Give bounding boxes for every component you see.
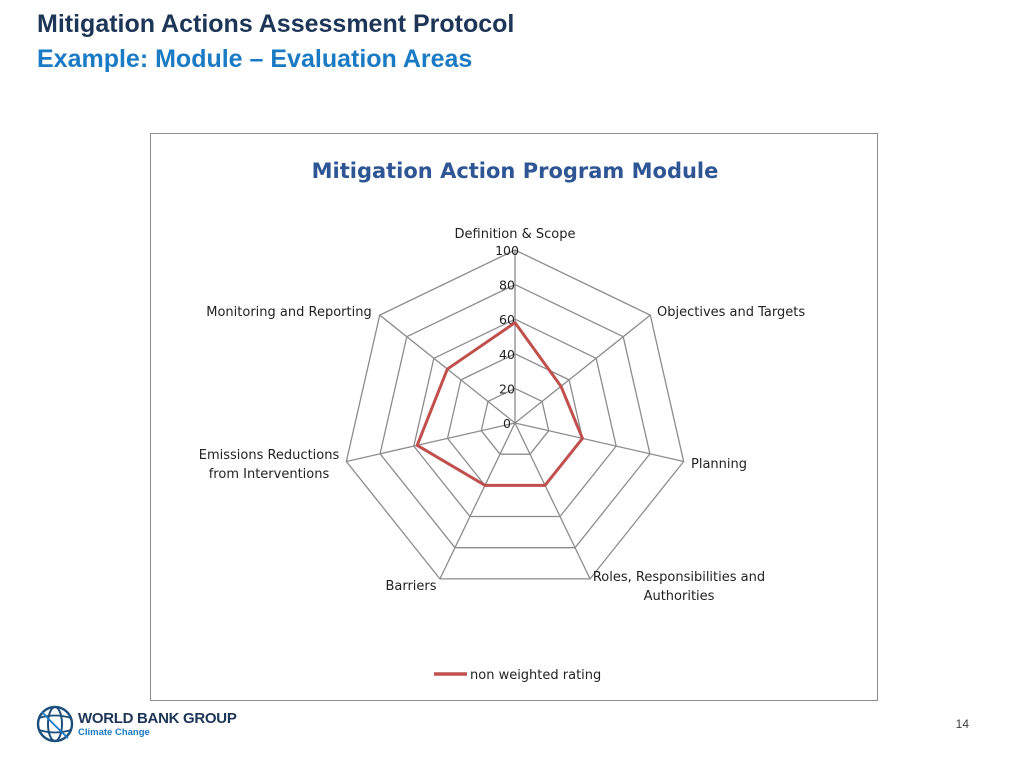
axis-tick-label: 100 bbox=[495, 243, 519, 258]
grid-ring bbox=[413, 318, 617, 518]
grid-ring bbox=[379, 283, 651, 549]
chart-frame: Mitigation Action Program Module 0 20 40 60… bbox=[150, 133, 878, 701]
axis-tick-label: 60 bbox=[499, 312, 515, 327]
category-label: Planning bbox=[691, 457, 747, 472]
grid-ring bbox=[480, 387, 550, 455]
category-label: Definition & Scope bbox=[455, 227, 576, 242]
axis-tick-label: 20 bbox=[499, 381, 515, 396]
globe-icon bbox=[36, 705, 74, 743]
axis-tick-label: 0 bbox=[503, 416, 511, 431]
world-bank-logo: WORLD BANK GROUP Climate Change bbox=[36, 704, 237, 746]
category-label: Roles, Responsibilities and Authorities bbox=[593, 570, 765, 604]
radar-chart: Mitigation Action Program Module 0 20 40 60… bbox=[199, 159, 806, 683]
category-label: Objectives and Targets bbox=[657, 305, 805, 320]
grid-spoke bbox=[514, 422, 684, 463]
page-number: 14 bbox=[955, 717, 969, 731]
grid-spoke bbox=[346, 422, 516, 463]
category-label: Barriers bbox=[385, 579, 436, 594]
category-label: Emissions Reductions from Interventions bbox=[199, 448, 340, 482]
axis-tick-labels: 0 20 40 60 80 100 bbox=[495, 243, 519, 431]
category-labels: Definition & Scope Objectives and Targets… bbox=[199, 227, 806, 604]
chart-grid bbox=[345, 249, 685, 580]
series-line bbox=[415, 321, 584, 487]
grid-ring bbox=[345, 249, 685, 580]
grid-spoke bbox=[439, 422, 516, 580]
slide-subtitle: Example: Module – Evaluation Areas bbox=[37, 45, 473, 73]
category-label: Monitoring and Reporting bbox=[206, 305, 371, 320]
grid-spoke bbox=[514, 314, 651, 424]
chart-title: Mitigation Action Program Module bbox=[312, 159, 719, 183]
axis-tick-label: 80 bbox=[499, 278, 515, 293]
grid-spoke bbox=[514, 422, 591, 580]
chart-legend: non weighted rating bbox=[434, 668, 601, 683]
slide-title: Mitigation Actions Assessment Protocol bbox=[37, 10, 515, 38]
logo-subtitle: Climate Change bbox=[78, 727, 150, 738]
logo-name: WORLD BANK GROUP bbox=[78, 710, 237, 727]
axis-tick-label: 40 bbox=[499, 347, 515, 362]
legend-label: non weighted rating bbox=[470, 668, 601, 683]
chart-series bbox=[415, 321, 584, 487]
